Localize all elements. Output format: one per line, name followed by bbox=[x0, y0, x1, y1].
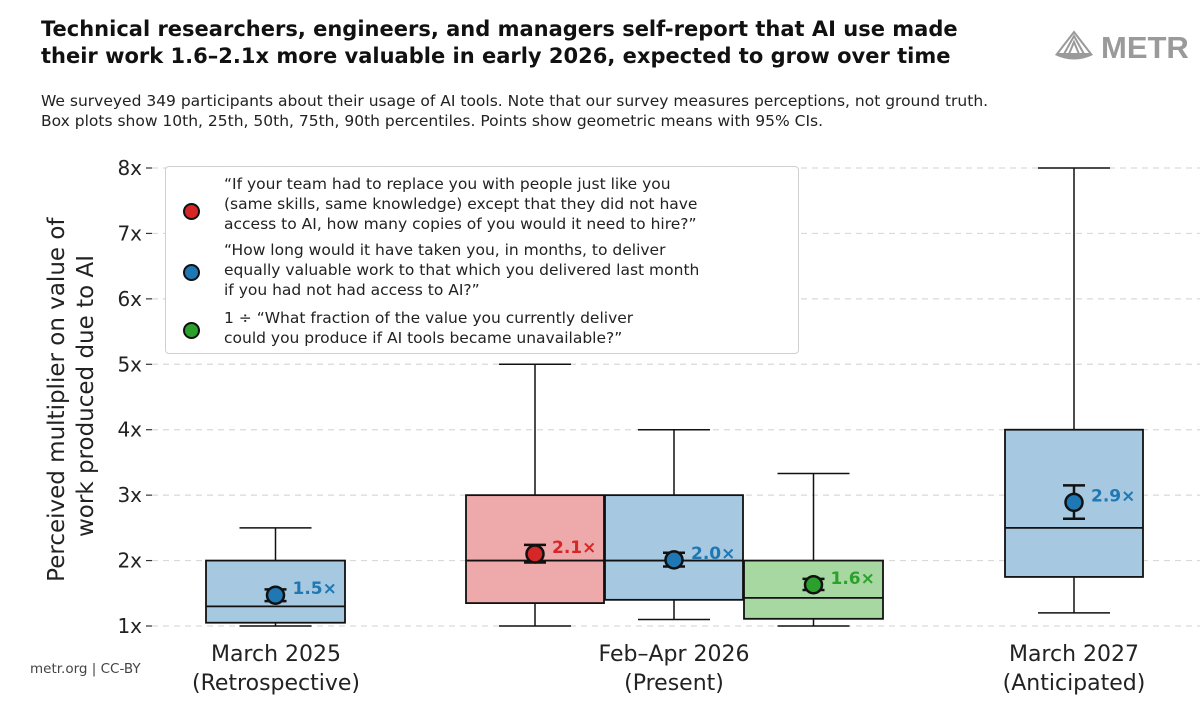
legend-line: 1 ÷ “What fraction of the value you curr… bbox=[224, 309, 634, 327]
y-axis-label-line-2: work produced due to AI bbox=[73, 255, 99, 537]
chart-title-line-2: their work 1.6–2.1x more valuable in ear… bbox=[41, 44, 951, 68]
box-blue-4: 2.9× bbox=[1004, 167, 1144, 614]
y-tick-label: 7x bbox=[117, 221, 142, 245]
x-group-label: March 2027 bbox=[1009, 642, 1139, 667]
box-plots: 1.5× 2.1× 2.0× 1.6× 2.9× bbox=[205, 167, 1144, 627]
mean-value-label: 2.9× bbox=[1091, 486, 1135, 506]
x-axis-group-labels: March 2025 (Retrospective) Feb–Apr 2026 (Pr… bbox=[192, 642, 1145, 696]
mean-value-label: 1.5× bbox=[293, 579, 337, 599]
subtitle-line-1: We surveyed 349 participants about their… bbox=[41, 92, 989, 110]
legend-green-dot-icon bbox=[183, 322, 200, 339]
legend-text-time: “How long would it have taken you, in mo… bbox=[224, 240, 796, 300]
legend-blue-dot-icon bbox=[183, 264, 200, 281]
subtitle-line-2: Box plots show 10th, 25th, 50th, 75th, 9… bbox=[41, 112, 824, 130]
chart-title: Technical researchers, engineers, and ma… bbox=[41, 16, 1041, 70]
box-blue-0: 1.5× bbox=[205, 527, 346, 627]
legend-line: “How long would it have taken you, in mo… bbox=[224, 241, 666, 259]
legend-line: (same skills, same knowledge) except tha… bbox=[224, 195, 698, 213]
legend-text-fraction: 1 ÷ “What fraction of the value you curr… bbox=[224, 308, 796, 348]
mean-value-label: 1.6× bbox=[831, 569, 875, 589]
legend: “If your team had to replace you with pe… bbox=[165, 166, 799, 354]
y-tick-label: 6x bbox=[117, 287, 142, 311]
credit-line: metr.org | CC-BY bbox=[30, 661, 141, 677]
y-tick-label: 2x bbox=[117, 549, 142, 573]
mean-point bbox=[803, 575, 824, 595]
legend-red-dot-icon bbox=[183, 203, 200, 220]
mean-point bbox=[664, 550, 684, 570]
y-tick-label: 3x bbox=[117, 483, 142, 507]
y-tick-label: 5x bbox=[117, 352, 142, 376]
metr-logo-icon bbox=[1054, 30, 1094, 60]
y-tick-label: 4x bbox=[117, 418, 142, 442]
mean-point bbox=[265, 585, 286, 605]
chart-title-line-1: Technical researchers, engineers, and ma… bbox=[41, 17, 958, 41]
y-tick-label: 1x bbox=[117, 614, 142, 638]
mean-value-label: 2.1× bbox=[552, 538, 596, 558]
legend-line: equally valuable work to that which you … bbox=[224, 261, 700, 279]
x-group-label: March 2025 bbox=[211, 642, 341, 667]
metr-logo: METR bbox=[1054, 30, 1189, 65]
legend-line: if you had not had access to AI?” bbox=[224, 281, 480, 299]
legend-line: “If your team had to replace you with pe… bbox=[224, 175, 671, 193]
x-group-label: Feb–Apr 2026 bbox=[599, 642, 750, 667]
box-green-3: 1.6× bbox=[743, 472, 884, 627]
mean-point bbox=[1064, 492, 1084, 513]
metr-logo-text: METR bbox=[1101, 30, 1189, 65]
y-axis-label: Perceived multiplier on value of work pr… bbox=[44, 210, 99, 582]
y-axis-label-line-1: Perceived multiplier on value of bbox=[44, 217, 70, 582]
legend-text-replacement: “If your team had to replace you with pe… bbox=[224, 174, 796, 234]
mean-point bbox=[525, 544, 545, 564]
x-group-label: (Retrospective) bbox=[192, 671, 360, 696]
chart-subtitle: We surveyed 349 participants about their… bbox=[41, 91, 1191, 131]
y-tick-label: 8x bbox=[117, 156, 142, 180]
mean-value-label: 2.0× bbox=[691, 544, 735, 564]
box-red-1: 2.1× bbox=[465, 363, 605, 627]
iqr-box bbox=[604, 494, 744, 601]
y-axis-ticks: 1x 2x 3x 4x 5x 6x 7x 8x bbox=[117, 156, 152, 638]
box-blue-2: 2.0× bbox=[604, 428, 744, 621]
legend-line: could you produce if AI tools became una… bbox=[224, 329, 623, 347]
x-group-label: (Present) bbox=[624, 671, 724, 696]
x-group-label: (Anticipated) bbox=[1003, 671, 1146, 696]
legend-line: access to AI, how many copies of you wou… bbox=[224, 215, 697, 233]
